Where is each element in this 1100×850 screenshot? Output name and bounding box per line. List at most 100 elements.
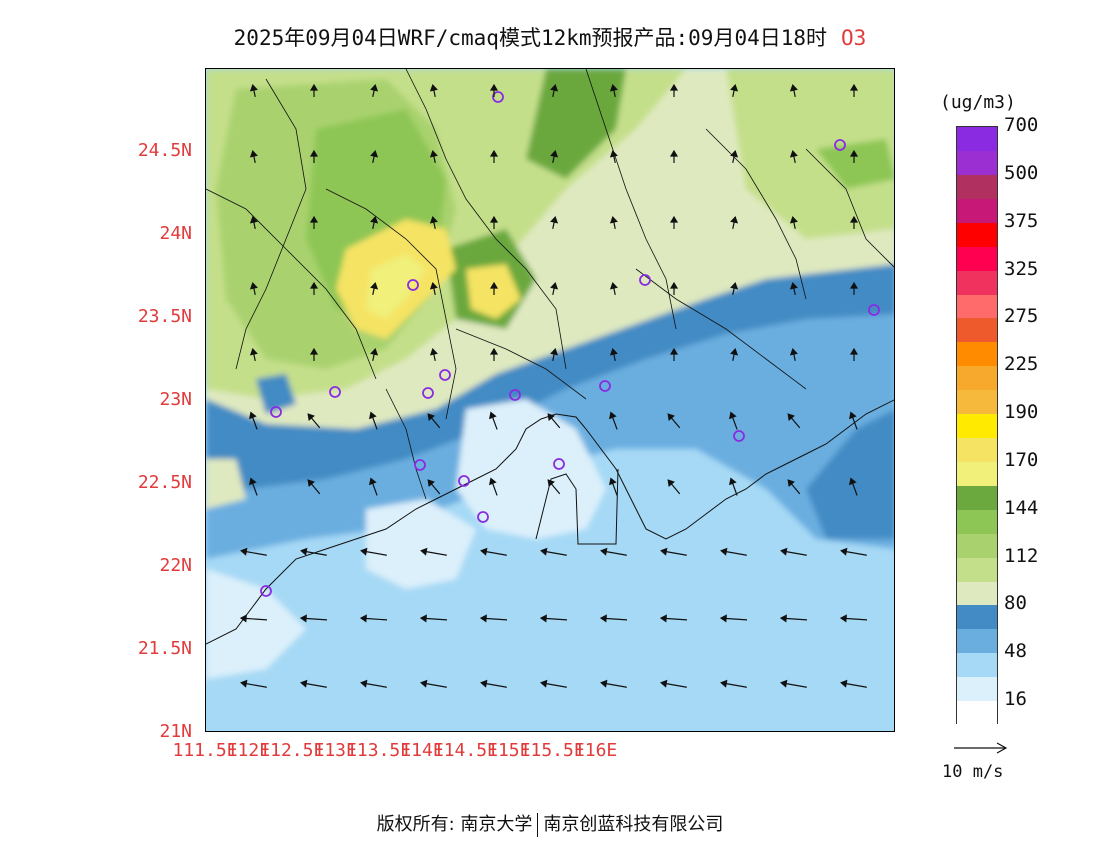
wind-arrow (849, 215, 859, 229)
wind-arrow (309, 281, 319, 295)
wind-arrow (547, 413, 561, 429)
legend-label: 375 (1004, 209, 1039, 232)
wind-arrow (779, 614, 808, 623)
wind-arrow (479, 614, 508, 623)
wind-arrow (307, 413, 321, 429)
wind-arrow (669, 149, 679, 163)
wind-arrow (550, 215, 559, 229)
legend-swatch (957, 390, 997, 415)
wind-arrow (370, 215, 379, 229)
wind-arrow (849, 83, 859, 97)
wind-arrow (849, 281, 859, 295)
wind-arrow (609, 83, 618, 97)
wind-arrow (429, 281, 438, 295)
legend-swatch (957, 461, 997, 486)
wind-arrow (609, 215, 618, 229)
site-marker (639, 274, 651, 286)
lat-label: 21.5N (137, 638, 192, 659)
site-marker (868, 304, 880, 316)
lon-label: 116E (573, 740, 618, 761)
lon-label: 111.5E (172, 740, 238, 761)
wind-arrow (550, 83, 559, 97)
wind-arrow (669, 215, 679, 229)
wind-arrow (787, 479, 801, 495)
wind-arrow (849, 411, 858, 430)
wind-arrow (249, 149, 258, 163)
wind-arrow (539, 614, 568, 623)
wind-arrow (370, 281, 379, 295)
lat-label: 22N (159, 555, 192, 576)
legend-swatch (957, 246, 997, 271)
lon-label: 112.5E (259, 740, 325, 761)
wind-arrow (370, 83, 379, 97)
wind-arrow (789, 215, 798, 229)
wind-arrow (729, 477, 738, 496)
site-marker (414, 459, 426, 471)
wind-arrow (840, 679, 867, 688)
wind-arrow (420, 679, 447, 688)
wind-arrow (609, 477, 618, 496)
wind-arrow (249, 281, 258, 295)
wind-arrow (369, 477, 378, 496)
wind-arrow (309, 83, 319, 97)
legend-swatch (957, 653, 997, 678)
lon-label: 114E (400, 740, 444, 761)
wind-arrow (240, 679, 267, 688)
wind-arrow (780, 679, 807, 688)
legend-unit: (ug/m3) (940, 92, 1016, 113)
lat-label: 23.5N (137, 306, 192, 327)
legend-swatch (957, 270, 997, 295)
site-marker (599, 380, 611, 392)
lat-label: 22.5N (137, 472, 192, 493)
site-marker (553, 458, 565, 470)
site-marker (834, 139, 846, 151)
site-marker (458, 475, 470, 487)
legend-label: 190 (1004, 401, 1039, 424)
wind-arrow (489, 149, 499, 163)
wind-arrow (599, 614, 628, 623)
wind-arrow (370, 347, 379, 361)
wind-arrow (719, 614, 748, 623)
legend-label: 325 (1004, 257, 1039, 280)
site-marker (270, 406, 282, 418)
wind-arrow (309, 347, 319, 361)
wind-arrow (370, 149, 379, 163)
wind-arrow (249, 83, 258, 97)
wind-arrow (660, 679, 687, 688)
legend-swatch (957, 342, 997, 367)
wind-arrow (789, 83, 798, 97)
wind-arrow (419, 614, 448, 623)
wind-arrow (730, 215, 739, 229)
wind-arrow (840, 547, 867, 556)
wind-arrow (299, 614, 328, 623)
wind-arrow (720, 547, 747, 556)
wind-arrow (787, 413, 801, 429)
legend-swatch (957, 677, 997, 702)
site-marker (407, 279, 419, 291)
ozone-map[interactable] (205, 68, 895, 732)
wind-arrow (667, 413, 681, 429)
legend-label: 500 (1004, 161, 1039, 184)
reference-arrow-icon (953, 740, 1009, 759)
wind-arrow (789, 281, 798, 295)
legend-swatch (957, 198, 997, 223)
wind-arrow (427, 479, 441, 495)
footer-divider (537, 813, 539, 837)
legend-label: 80 (1004, 592, 1027, 615)
wind-arrow (839, 614, 868, 623)
wind-arrow (849, 149, 859, 163)
wind-arrow (420, 547, 447, 556)
legend-swatch (957, 581, 997, 606)
monitoring-sites (260, 91, 880, 597)
wind-arrow (849, 347, 859, 361)
site-marker (477, 511, 489, 523)
wind-arrow (480, 547, 507, 556)
wind-arrow (489, 83, 499, 97)
wind-arrow (540, 679, 567, 688)
legend-colorbar (956, 126, 998, 726)
wind-arrow (489, 215, 499, 229)
wind-arrow (730, 149, 739, 163)
wind-arrow (659, 614, 688, 623)
wind-arrow (369, 411, 378, 430)
site-marker (260, 585, 272, 597)
